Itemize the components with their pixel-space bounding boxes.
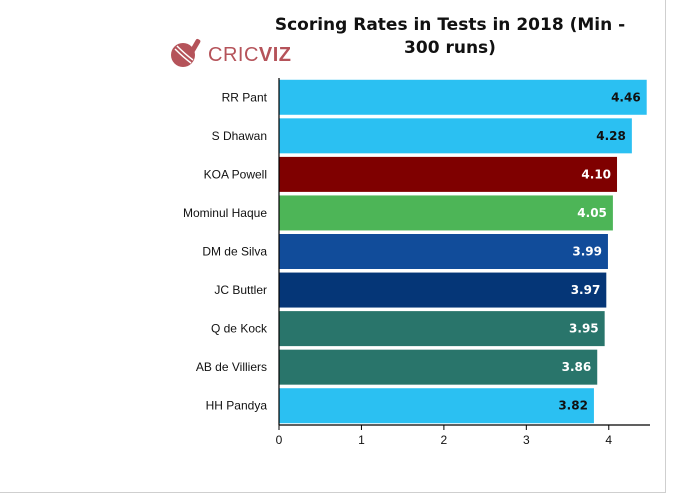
x-tick-label-1: 1 [358, 433, 365, 447]
value-label-3: 4.05 [577, 206, 607, 220]
value-label-2: 4.10 [581, 167, 611, 181]
logo-wordmark: CRICVIZ [208, 44, 292, 67]
bar-2 [279, 156, 618, 192]
category-label-1: S Dhawan [212, 129, 267, 143]
category-label-4: DM de Silva [202, 245, 267, 259]
bar-5 [279, 272, 607, 308]
value-label-5: 3.97 [571, 283, 601, 297]
chart-frame [0, 0, 666, 493]
category-label-0: RR Pant [222, 90, 268, 104]
bar-6 [279, 311, 605, 347]
x-tick-label-3: 3 [523, 433, 530, 447]
category-labels-group: RR Pant S Dhawan KOA Powell Mominul Haque DM… [183, 90, 268, 412]
bar-4 [279, 234, 608, 269]
x-tick-label-4: 4 [605, 433, 612, 447]
value-label-0: 4.46 [611, 90, 641, 104]
x-tick-label-0: 0 [276, 433, 283, 447]
value-label-7: 3.86 [562, 360, 592, 374]
cricket-ball-bat-icon [171, 38, 201, 67]
bar-8 [279, 388, 594, 424]
bar-1 [279, 118, 632, 154]
chart-title: Scoring Rates in Tests in 2018 (Min - 30… [274, 15, 626, 58]
bars-group [279, 79, 647, 424]
category-label-7: AB de Villiers [196, 360, 267, 374]
category-label-2: KOA Powell [204, 167, 267, 181]
bar-3 [279, 195, 613, 231]
cricviz-logo: CRICVIZ [168, 36, 291, 72]
category-label-3: Mominul Haque [183, 206, 267, 220]
x-ticks-group: 0 1 2 3 4 [276, 425, 612, 447]
category-label-8: HH Pandya [206, 399, 268, 413]
logo-text-light: CRIC [208, 44, 259, 66]
logo-text-bold: VIZ [258, 44, 292, 66]
category-label-6: Q de Kock [211, 322, 268, 336]
value-label-6: 3.95 [569, 322, 599, 336]
bar-0 [279, 79, 647, 115]
bar-7 [279, 349, 598, 385]
value-label-8: 3.82 [558, 399, 588, 413]
x-tick-label-2: 2 [441, 433, 448, 447]
value-label-4: 3.99 [572, 245, 602, 259]
value-labels-group: 4.46 4.28 4.10 4.05 3.99 3.97 3.95 3.86 3.82 [558, 90, 640, 412]
category-label-5: JC Buttler [214, 283, 267, 297]
value-label-1: 4.28 [596, 129, 626, 143]
